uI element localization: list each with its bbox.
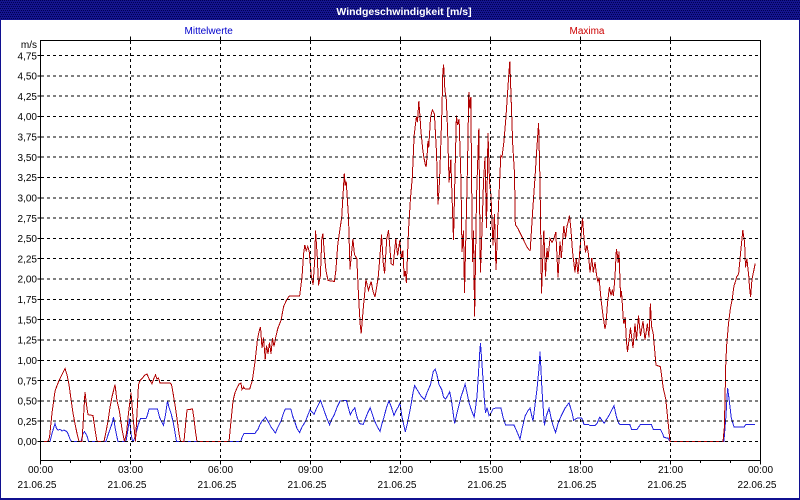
svg-text:m/s: m/s bbox=[21, 40, 37, 51]
svg-text:4,25: 4,25 bbox=[18, 92, 38, 103]
svg-text:15:00: 15:00 bbox=[478, 465, 503, 476]
svg-text:0,25: 0,25 bbox=[18, 417, 38, 428]
svg-text:21.06.25: 21.06.25 bbox=[18, 480, 57, 491]
svg-text:21.06.25: 21.06.25 bbox=[558, 480, 597, 491]
svg-text:21:00: 21:00 bbox=[658, 465, 683, 476]
svg-text:21.06.25: 21.06.25 bbox=[468, 480, 507, 491]
svg-text:4,75: 4,75 bbox=[18, 51, 38, 62]
svg-text:0,75: 0,75 bbox=[18, 376, 38, 387]
svg-text:3,75: 3,75 bbox=[18, 133, 38, 144]
svg-text:1,00: 1,00 bbox=[18, 356, 38, 367]
svg-text:2,25: 2,25 bbox=[18, 254, 38, 265]
svg-text:Maxima: Maxima bbox=[569, 26, 604, 37]
svg-text:2,00: 2,00 bbox=[18, 275, 38, 286]
svg-text:09:00: 09:00 bbox=[298, 465, 323, 476]
svg-text:3,00: 3,00 bbox=[18, 194, 38, 205]
svg-text:22.06.25: 22.06.25 bbox=[738, 480, 777, 491]
svg-text:21.06.25: 21.06.25 bbox=[288, 480, 327, 491]
svg-text:2,75: 2,75 bbox=[18, 214, 38, 225]
svg-text:Windgeschwindigkeit [m/s]: Windgeschwindigkeit [m/s] bbox=[336, 6, 471, 18]
svg-text:Mittelwerte: Mittelwerte bbox=[185, 26, 234, 37]
svg-text:21.06.25: 21.06.25 bbox=[378, 480, 417, 491]
svg-text:0,50: 0,50 bbox=[18, 397, 38, 408]
svg-text:2,50: 2,50 bbox=[18, 234, 38, 245]
svg-text:03:00: 03:00 bbox=[118, 465, 143, 476]
svg-text:21.06.25: 21.06.25 bbox=[198, 480, 237, 491]
svg-text:0,00: 0,00 bbox=[18, 437, 38, 448]
svg-text:06:00: 06:00 bbox=[208, 465, 233, 476]
svg-text:4,00: 4,00 bbox=[18, 112, 38, 123]
svg-text:1,25: 1,25 bbox=[18, 336, 38, 347]
svg-text:1,75: 1,75 bbox=[18, 295, 38, 306]
svg-text:3,25: 3,25 bbox=[18, 173, 38, 184]
svg-text:3,50: 3,50 bbox=[18, 153, 38, 164]
svg-text:21.06.25: 21.06.25 bbox=[648, 480, 687, 491]
svg-text:1,50: 1,50 bbox=[18, 315, 38, 326]
svg-text:12:00: 12:00 bbox=[388, 465, 413, 476]
svg-text:18:00: 18:00 bbox=[568, 465, 593, 476]
svg-text:4,50: 4,50 bbox=[18, 72, 38, 83]
svg-text:00:00: 00:00 bbox=[28, 465, 53, 476]
svg-text:00:00: 00:00 bbox=[748, 465, 773, 476]
svg-text:21.06.25: 21.06.25 bbox=[108, 480, 147, 491]
